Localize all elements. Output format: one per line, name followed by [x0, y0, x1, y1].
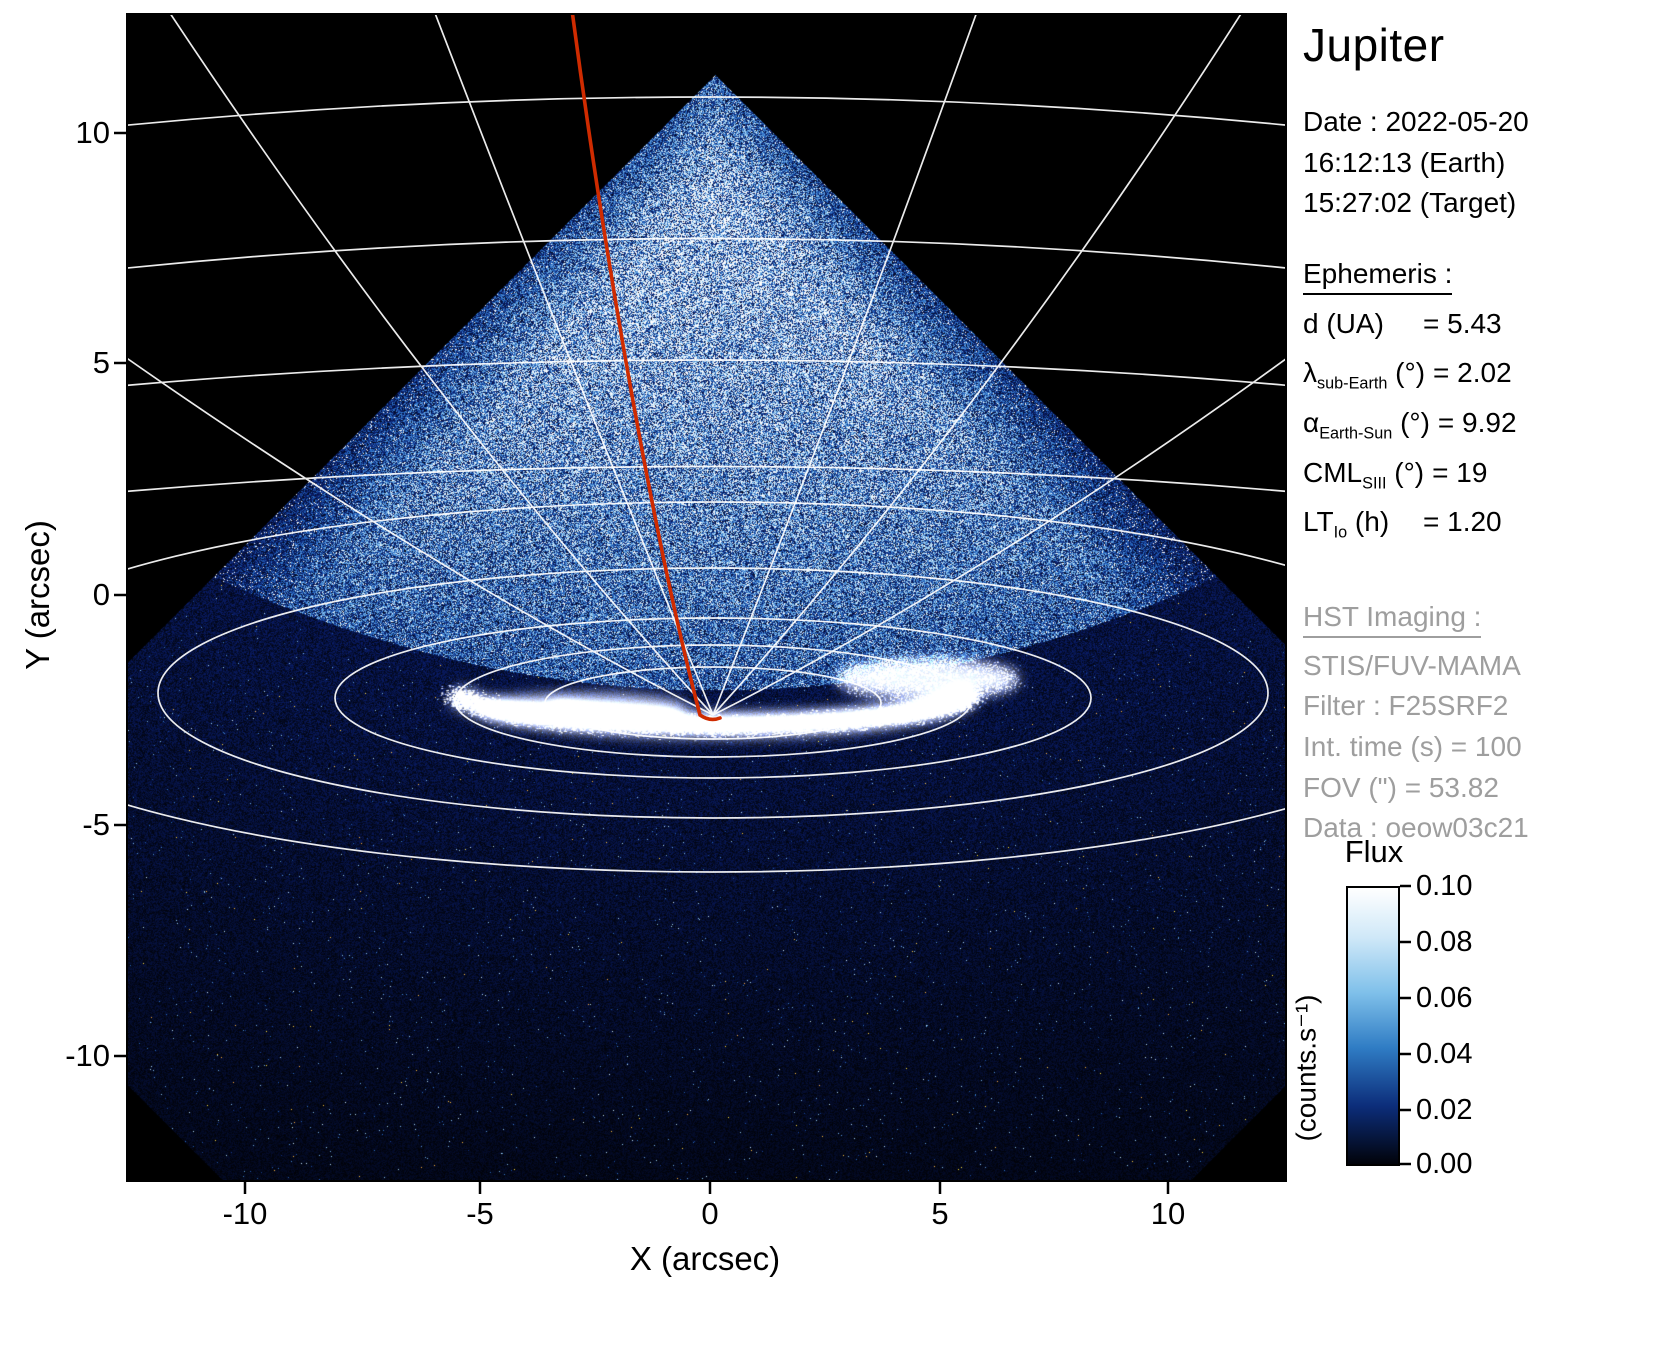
- ephemeris-row-lambda: λsub-Earth (°) = 2.02: [1303, 357, 1675, 394]
- target-title: Jupiter: [1303, 18, 1675, 72]
- ephemeris-row-d: d (UA) = 5.43: [1303, 308, 1675, 345]
- ephemeris-label: d (UA): [1303, 308, 1415, 345]
- colorbar-tick-label: 0.00: [1416, 1147, 1506, 1181]
- hst-heading: HST Imaging :: [1303, 601, 1481, 638]
- x-axis-title: X (arcsec): [535, 1240, 875, 1278]
- info-panel: Jupiter Date : 2022-05-20 16:12:13 (Eart…: [1303, 18, 1675, 849]
- colorbar-unit-label: (counts.s⁻¹): [1290, 994, 1323, 1141]
- colorbar-tick-label: 0.08: [1416, 925, 1506, 959]
- colorbar-tick-label: 0.06: [1416, 981, 1506, 1015]
- hst-instrument: STIS/FUV-MAMA: [1303, 646, 1675, 687]
- x-tick-label: -5: [430, 1196, 530, 1232]
- y-tick-label: 5: [34, 344, 110, 382]
- x-tick-label: 0: [660, 1196, 760, 1232]
- obs-target-time: 15:27:02 (Target): [1303, 183, 1675, 224]
- cml-curve: [570, 15, 720, 719]
- y-tick-label: -10: [34, 1037, 110, 1075]
- y-axis-title: Y (arcsec): [19, 520, 57, 670]
- y-tick-label: 10: [34, 114, 110, 152]
- x-tick-label: 10: [1118, 1196, 1218, 1232]
- obs-earth-time: 16:12:13 (Earth): [1303, 143, 1675, 184]
- ephemeris-row-lt-io: LTIo (h) = 1.20: [1303, 506, 1675, 543]
- hst-fov: FOV (") = 53.82: [1303, 768, 1675, 809]
- hst-imaging-block: HST Imaging : STIS/FUV-MAMA Filter : F25…: [1303, 601, 1675, 849]
- colorbar-title: Flux: [1294, 834, 1454, 870]
- colorbar-tick-label: 0.04: [1416, 1037, 1506, 1071]
- ephemeris-value: = 5.43: [1423, 308, 1502, 340]
- colorbar-tick-label: 0.10: [1416, 869, 1506, 903]
- jupiter-fuv-plot: [128, 15, 1285, 1180]
- hst-filter: Filter : F25SRF2: [1303, 686, 1675, 727]
- y-tick-label: -5: [34, 806, 110, 844]
- x-tick-label: -10: [195, 1196, 295, 1232]
- ephemeris-label: λsub-Earth (°): [1303, 357, 1425, 394]
- obs-date: Date : 2022-05-20: [1303, 102, 1675, 143]
- graticule-overlay: [128, 15, 1285, 1180]
- flux-colorbar: [1346, 886, 1400, 1166]
- x-tick-label: 5: [890, 1196, 990, 1232]
- ephemeris-label: αEarth-Sun (°): [1303, 407, 1430, 444]
- ephemeris-row-cml: CMLSIII (°) = 19: [1303, 457, 1675, 494]
- ephemeris-value: = 1.20: [1423, 506, 1502, 538]
- ephemeris-label: LTIo (h): [1303, 506, 1415, 543]
- hst-int-time: Int. time (s) = 100: [1303, 727, 1675, 768]
- ephemeris-label: CMLSIII (°): [1303, 457, 1424, 494]
- colorbar-tick-label: 0.02: [1416, 1093, 1506, 1127]
- ephemeris-row-alpha: αEarth-Sun (°) = 9.92: [1303, 407, 1675, 444]
- ephemeris-value: = 19: [1432, 457, 1487, 489]
- ephemeris-value: = 9.92: [1438, 407, 1517, 439]
- ephemeris-heading: Ephemeris :: [1303, 258, 1452, 295]
- lat-lon-grid: [128, 15, 1285, 872]
- figure-page: -10 -5 0 5 10 10 5 0 -5 -10 X (arcsec) Y…: [0, 0, 1676, 1367]
- ephemeris-value: = 2.02: [1433, 357, 1512, 389]
